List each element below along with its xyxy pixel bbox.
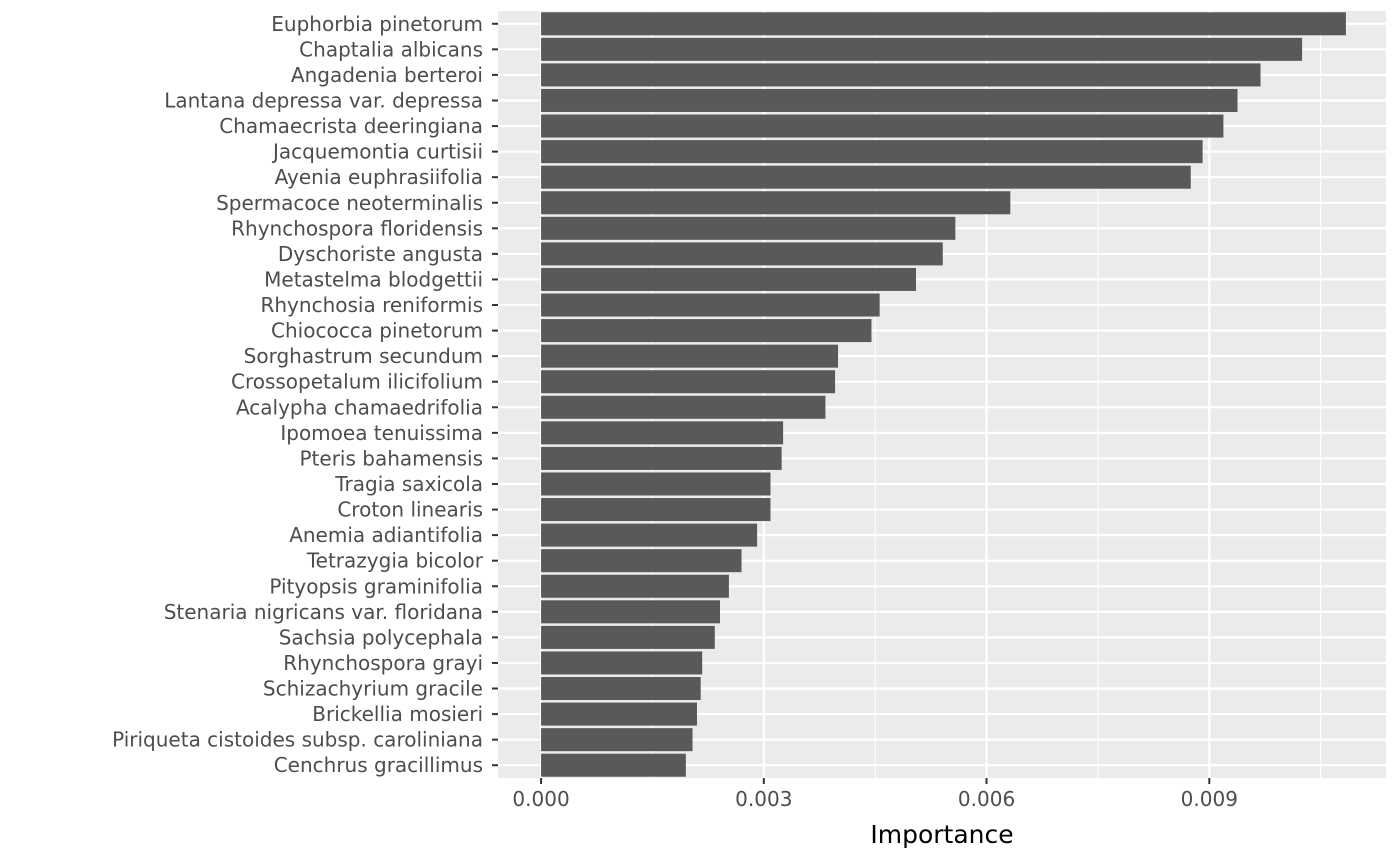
y-tick-label: Chaptalia albicans (299, 37, 483, 61)
y-tick-label: Piriqueta cistoides subsp. caroliniana (112, 728, 483, 752)
bar (541, 267, 917, 291)
y-tick-label: Chamaecrista deeringiana (219, 114, 483, 138)
y-tick-label: Tetrazygia bicolor (306, 549, 484, 573)
bar (541, 140, 1203, 164)
bar (541, 344, 839, 368)
bar (541, 37, 1303, 61)
bar (541, 600, 720, 624)
bar (541, 702, 697, 726)
x-axis: 0.000 0.003 0.006 0.009 (512, 778, 1238, 811)
y-tick-label: Tragia saxicola (334, 472, 483, 496)
bar (541, 395, 826, 419)
x-tick-label: 0.003 (735, 787, 792, 811)
y-tick-label: Angadenia berteroi (291, 63, 483, 87)
bar (541, 63, 1261, 87)
bar (541, 216, 956, 240)
y-tick-label: Rhynchospora grayi (283, 651, 483, 675)
bar (541, 12, 1346, 36)
y-tick-label: Croton linearis (337, 498, 483, 522)
bar (541, 446, 782, 470)
x-tick-label: 0.000 (512, 787, 569, 811)
x-tick-label: 0.006 (958, 787, 1015, 811)
y-tick-label: Pteris bahamensis (299, 446, 483, 470)
y-tick-label: Lantana depressa var. depressa (164, 88, 483, 112)
y-tick-label: Chiococca pinetorum (271, 319, 483, 343)
y-tick-label: Crossopetalum ilicifolium (231, 370, 483, 394)
bar (541, 370, 836, 394)
bar (541, 114, 1224, 138)
y-tick-label: Spermacoce neoterminalis (216, 191, 483, 215)
bar (541, 165, 1191, 189)
y-tick-label: Sorghastrum secundum (244, 344, 483, 368)
y-tick-label: Euphorbia pinetorum (271, 12, 483, 36)
y-tick-label: Pityopsis graminifolia (269, 574, 483, 598)
y-tick-label: Acalypha chamaedrifolia (236, 395, 483, 419)
y-tick-label: Jacquemontia curtisii (271, 140, 483, 164)
y-tick-label: Anemia adiantifolia (289, 523, 483, 547)
bar (541, 421, 784, 445)
bar (541, 753, 686, 777)
bar (541, 625, 715, 649)
bar (541, 549, 742, 573)
bars (541, 12, 1346, 777)
y-tick-label: Cenchrus gracillimus (274, 753, 483, 777)
x-tick-label: 0.009 (1181, 787, 1238, 811)
y-tick-label: Schizachyrium gracile (263, 677, 483, 701)
bar (541, 677, 701, 701)
bar (541, 728, 693, 752)
x-axis-title: Importance (870, 820, 1013, 849)
bar (541, 88, 1238, 112)
y-tick-label: Stenaria nigricans var. floridana (164, 600, 483, 624)
y-tick-label: Rhynchospora floridensis (231, 216, 483, 240)
bar (541, 523, 758, 547)
y-tick-label: Ayenia euphrasiifolia (275, 165, 483, 189)
bar (541, 574, 729, 598)
y-tick-label: Ipomoea tenuissima (280, 421, 483, 445)
y-tick-label: Rhynchosia reniformis (260, 293, 483, 317)
y-tick-label: Dyschoriste angusta (278, 242, 483, 266)
bar (541, 319, 872, 343)
bar (541, 472, 771, 496)
bar (541, 191, 1011, 215)
y-tick-label: Metastelma blodgettii (264, 267, 483, 291)
bar (541, 498, 771, 522)
panel-background (498, 11, 1386, 778)
minor-gridlines (651, 11, 1322, 778)
y-tick-label: Brickellia mosieri (312, 702, 483, 726)
bar (541, 242, 943, 266)
bar (541, 293, 880, 317)
bar (541, 651, 703, 675)
y-tick-label: Sachsia polycephala (279, 625, 483, 649)
